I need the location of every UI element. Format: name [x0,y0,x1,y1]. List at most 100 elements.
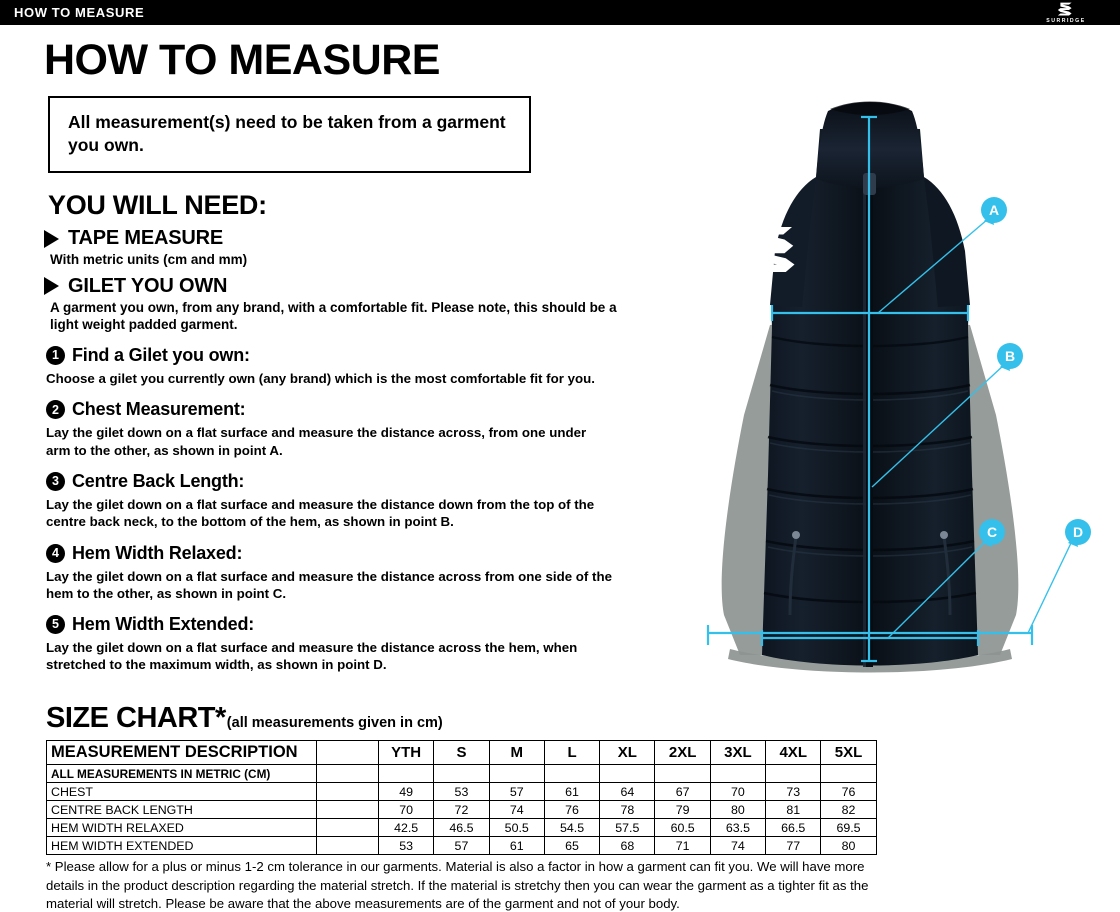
surridge-s-monogram-icon [1058,2,1072,16]
need-item-title: GILET YOU OWN [68,274,228,297]
cell-value: 78 [599,800,656,819]
table-row: HEM WIDTH RELAXED 42.5 46.5 50.5 54.5 57… [46,818,877,837]
cell-spacer [316,818,379,837]
cell-spacer [316,764,379,783]
top-bar-title: HOW TO MEASURE [14,5,145,20]
you-will-need-heading: YOU WILL NEED: [48,190,267,221]
top-bar: HOW TO MEASURE SURRIDGE [0,0,1120,25]
cell-value: 70 [709,782,767,801]
cell-value: 76 [820,782,877,801]
step-heading-2: 2 Chest Measurement: [46,399,640,420]
row-label: HEM WIDTH EXTENDED [46,836,317,855]
brand-wordmark: SURRIDGE [1046,18,1086,24]
cell-value: 68 [599,836,656,855]
cell-empty [433,764,490,783]
cell-value: 79 [654,800,711,819]
step-body: Lay the gilet down on a flat surface and… [46,640,578,673]
cell-empty [654,764,711,783]
column-header-size: S [433,740,490,765]
step-title: Hem Width Extended: [72,614,255,635]
step-number-badge: 2 [46,400,65,420]
step-number-badge: 1 [46,346,65,366]
callout-box: All measurement(s) need to be taken from… [48,95,531,174]
leader-c [887,540,987,639]
cell-value: 71 [654,836,711,855]
svg-text:C: C [987,524,997,540]
cell-value: 50.5 [488,818,545,837]
table-row: CENTRE BACK LENGTH 70 72 74 76 78 79 80 … [46,800,877,819]
marker-d: D [1065,519,1091,547]
column-header-description: MEASUREMENT DESCRIPTION [46,740,317,765]
instructions-column: HOW TO MEASURE All measurement(s) need t… [0,25,640,674]
gilet-zip-tape [863,175,866,667]
table-row-metric-note: ALL MEASUREMENTS IN METRIC (CM) [46,764,877,783]
triangle-bullet-icon [44,277,59,296]
row-label: CENTRE BACK LENGTH [46,800,317,819]
cell-spacer [316,800,379,819]
size-chart-title: SIZE CHART* [46,702,226,734]
cell-value: 69.5 [820,818,877,837]
size-chart-heading: SIZE CHART* (all measurements given in c… [46,702,1120,735]
svg-text:B: B [1005,348,1015,364]
need-item-title: TAPE MEASURE [68,227,224,250]
garment-illustration: A B C D [620,55,1120,705]
size-chart-section: SIZE CHART* (all measurements given in c… [0,702,1120,912]
column-header-size: XL [599,740,656,765]
cell-value: 46.5 [433,818,490,837]
cell-value: 61 [543,782,601,801]
step-heading-3: 3 Centre Back Length: [46,471,640,492]
table-row: CHEST 49 53 57 61 64 67 70 73 76 [46,782,877,801]
cell-value: 49 [377,782,435,801]
step-title: Hem Width Relaxed: [72,542,243,563]
pocket-zip-pull [792,531,800,539]
cell-empty [765,764,822,783]
cell-value: 67 [654,782,711,801]
step-number-badge: 4 [46,543,65,563]
step-title: Chest Measurement: [72,399,246,420]
cell-value: 53 [377,836,435,855]
column-header-size: 3XL [709,740,767,765]
step-heading-1: 1 Find a Gilet you own: [46,345,640,366]
leader-d [1027,540,1073,634]
cell-value: 74 [709,836,767,855]
cell-value: 60.5 [654,818,711,837]
gilet-shoulder-right [924,177,970,307]
cell-value: 42.5 [377,818,435,837]
need-item-tape-measure: TAPE MEASURE [44,227,640,250]
column-header-size: 5XL [820,740,877,765]
step-title: Centre Back Length: [72,471,245,492]
step-heading-4: 4 Hem Width Relaxed: [46,543,640,564]
table-row: HEM WIDTH EXTENDED 53 57 61 65 68 71 74 … [46,836,877,855]
cell-value: 57.5 [599,818,656,837]
cell-value: 54.5 [543,818,601,837]
marker-a: A [981,197,1007,225]
need-item-gilet-you-own: GILET YOU OWN [44,275,640,298]
cell-value: 80 [709,800,767,819]
chest-surridge-logo [747,227,795,272]
svg-text:A: A [989,202,999,218]
pocket-zip-pull [940,531,948,539]
step-number-badge: 5 [46,615,65,635]
cell-value: 74 [488,800,545,819]
cell-spacer [316,782,379,801]
need-item-subtext: A garment you own, from any brand, with … [50,299,617,332]
marker-c: C [979,519,1005,547]
column-header-size: M [488,740,545,765]
cell-empty [709,764,767,783]
metric-note-label: ALL MEASUREMENTS IN METRIC (CM) [46,764,317,783]
size-chart-footnote: * Please allow for a plus or minus 1-2 c… [46,859,869,912]
cell-value: 53 [433,782,490,801]
cell-value: 73 [765,782,822,801]
step-body: Lay the gilet down on a flat surface and… [46,425,587,458]
cell-empty [543,764,601,783]
step-body: Lay the gilet down on a flat surface and… [46,497,595,530]
cell-value: 65 [543,836,601,855]
measure-lines [706,115,1034,663]
step-body: Choose a gilet you currently own (any br… [46,371,595,387]
cell-value: 81 [765,800,822,819]
extended-hem-outline [728,649,1012,673]
cell-spacer [316,836,379,855]
page-title: HOW TO MEASURE [44,36,440,84]
leader-a [877,218,989,314]
